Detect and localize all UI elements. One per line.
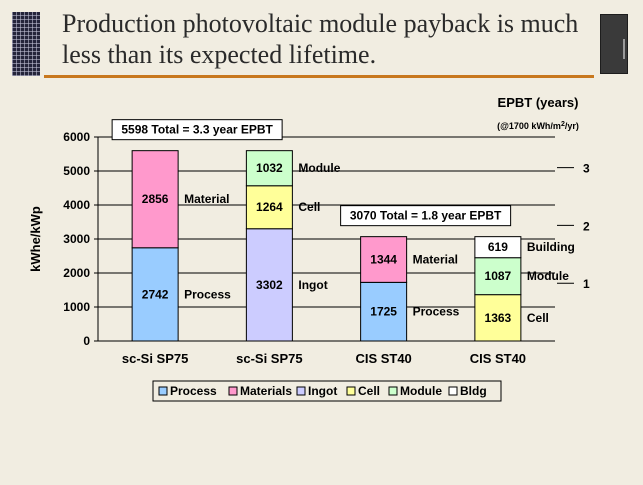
annotation-box <box>111 119 283 141</box>
y-tick-label: 6000 <box>63 130 90 144</box>
segment-side-label: Material <box>184 192 229 206</box>
data-label: 2856 <box>142 192 169 206</box>
x-tick-label: CIS ST40 <box>355 351 411 366</box>
solar-panel-icon <box>12 12 40 76</box>
annotation-text: 3070 Total = 1.8 year EPBT <box>350 209 502 223</box>
x-tick-label: sc-Si SP75 <box>236 351 303 366</box>
legend-label: Materials <box>240 384 292 398</box>
segment-side-label: Process <box>184 287 231 301</box>
annotation-box <box>340 205 512 227</box>
secondary-axis-subtitle: (@1700 kWh/m2/yr) <box>497 121 579 131</box>
segment-side-label: Ingot <box>298 278 327 292</box>
legend-swatch-cell <box>346 386 356 396</box>
labels: 2742 Process 2856 Material 3302 Ingot 1264 Cell… <box>111 119 575 325</box>
legend-swatch-ingot <box>296 386 306 396</box>
segment-side-label: Module <box>298 161 340 175</box>
legend-label: Cell <box>358 384 380 398</box>
y-tick-label: 5000 <box>63 164 90 178</box>
legend-label: Bldg <box>460 384 487 398</box>
segment-side-label: Material <box>413 253 458 267</box>
data-label: 1264 <box>256 200 283 214</box>
axes: 0 1000 2000 3000 4000 5000 6000 kWhe/kWp sc-Si S… <box>28 95 590 366</box>
bar-segment-process <box>360 281 408 342</box>
legend-swatch-process <box>158 386 168 396</box>
annotation-text: 5598 Total = 3.3 year EPBT <box>121 123 273 137</box>
bar-segment-materials <box>360 236 408 283</box>
corner-decoration <box>600 14 628 74</box>
y-tick-label: 3000 <box>63 232 90 246</box>
bar-segment-materials <box>131 150 179 249</box>
y-tick-label: 2000 <box>63 266 90 280</box>
data-label: 1363 <box>485 311 512 325</box>
y-tick-label: 0 <box>83 334 90 348</box>
y-tick-label: 1000 <box>63 300 90 314</box>
bar-segment-cell <box>245 185 293 230</box>
data-label: 619 <box>488 240 508 254</box>
y-tick-label: 4000 <box>63 198 90 212</box>
bar-segment-module <box>474 257 522 296</box>
legend-label: Process <box>170 384 217 398</box>
data-label: 2742 <box>142 287 169 301</box>
secondary-tick-label: 2 <box>583 219 590 233</box>
legend-swatch-module <box>388 386 398 396</box>
segment-side-label: Module <box>527 269 569 283</box>
segment-side-label: Cell <box>527 311 549 325</box>
secondary-tick-label: 1 <box>583 277 590 291</box>
segment-side-label: Building <box>527 240 575 254</box>
data-label: 1087 <box>485 269 512 283</box>
y-axis-label: kWhe/kWp <box>28 206 43 272</box>
legend-label: Module <box>400 384 442 398</box>
data-label: 1032 <box>256 161 283 175</box>
legend: Process Materials Ingot Cell Module Bldg <box>152 380 502 402</box>
legend-box <box>152 380 502 402</box>
slide-title-line-1: Production photovoltaic module payback i… <box>62 9 579 38</box>
legend-swatch-materials <box>228 386 238 396</box>
legend-label: Ingot <box>308 384 337 398</box>
data-label: 3302 <box>256 278 283 292</box>
slide-title-line-2: less than its expected lifetime. <box>62 40 377 69</box>
secondary-axis-title: EPBT (years) <box>498 95 579 110</box>
bar-segment-module <box>245 150 293 187</box>
x-tick-label: CIS ST40 <box>470 351 526 366</box>
legend-swatch-bldg <box>448 386 458 396</box>
segment-side-label: Cell <box>298 200 320 214</box>
slide-title: Production photovoltaic module payback i… <box>62 8 602 70</box>
data-label: 1725 <box>370 305 397 319</box>
bar-segment-bldg <box>474 236 522 259</box>
data-label: 1344 <box>370 253 397 267</box>
x-tick-label: sc-Si SP75 <box>122 351 189 366</box>
title-divider <box>44 75 594 78</box>
secondary-tick-label: 3 <box>583 162 590 176</box>
segment-side-label: Process <box>413 305 460 319</box>
